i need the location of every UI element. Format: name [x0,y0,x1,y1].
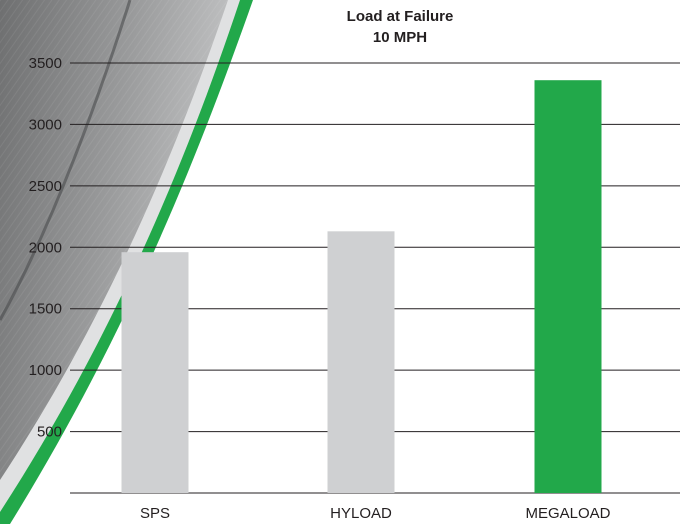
y-tick-label: 1000 [29,362,62,379]
chart-title: Load at Failure [346,8,454,25]
tire-tread-arc-icon [0,0,253,524]
bar-sps [121,252,189,493]
y-tick-label: 2000 [29,239,62,256]
x-tick-label: SPS [140,505,170,522]
x-tick-label: MEGALOAD [525,505,610,522]
y-tick-label: 3500 [29,55,62,72]
x-tick-label: HYLOAD [330,505,392,522]
y-tick-label: 1500 [29,301,62,318]
chart-subtitle: 10 MPH [372,29,428,46]
bar-megaload [534,80,602,493]
y-tick-label: 500 [37,424,62,441]
bar-hyload [327,231,395,494]
y-tick-label: 2500 [29,178,62,195]
y-tick-label: 3000 [29,116,62,133]
